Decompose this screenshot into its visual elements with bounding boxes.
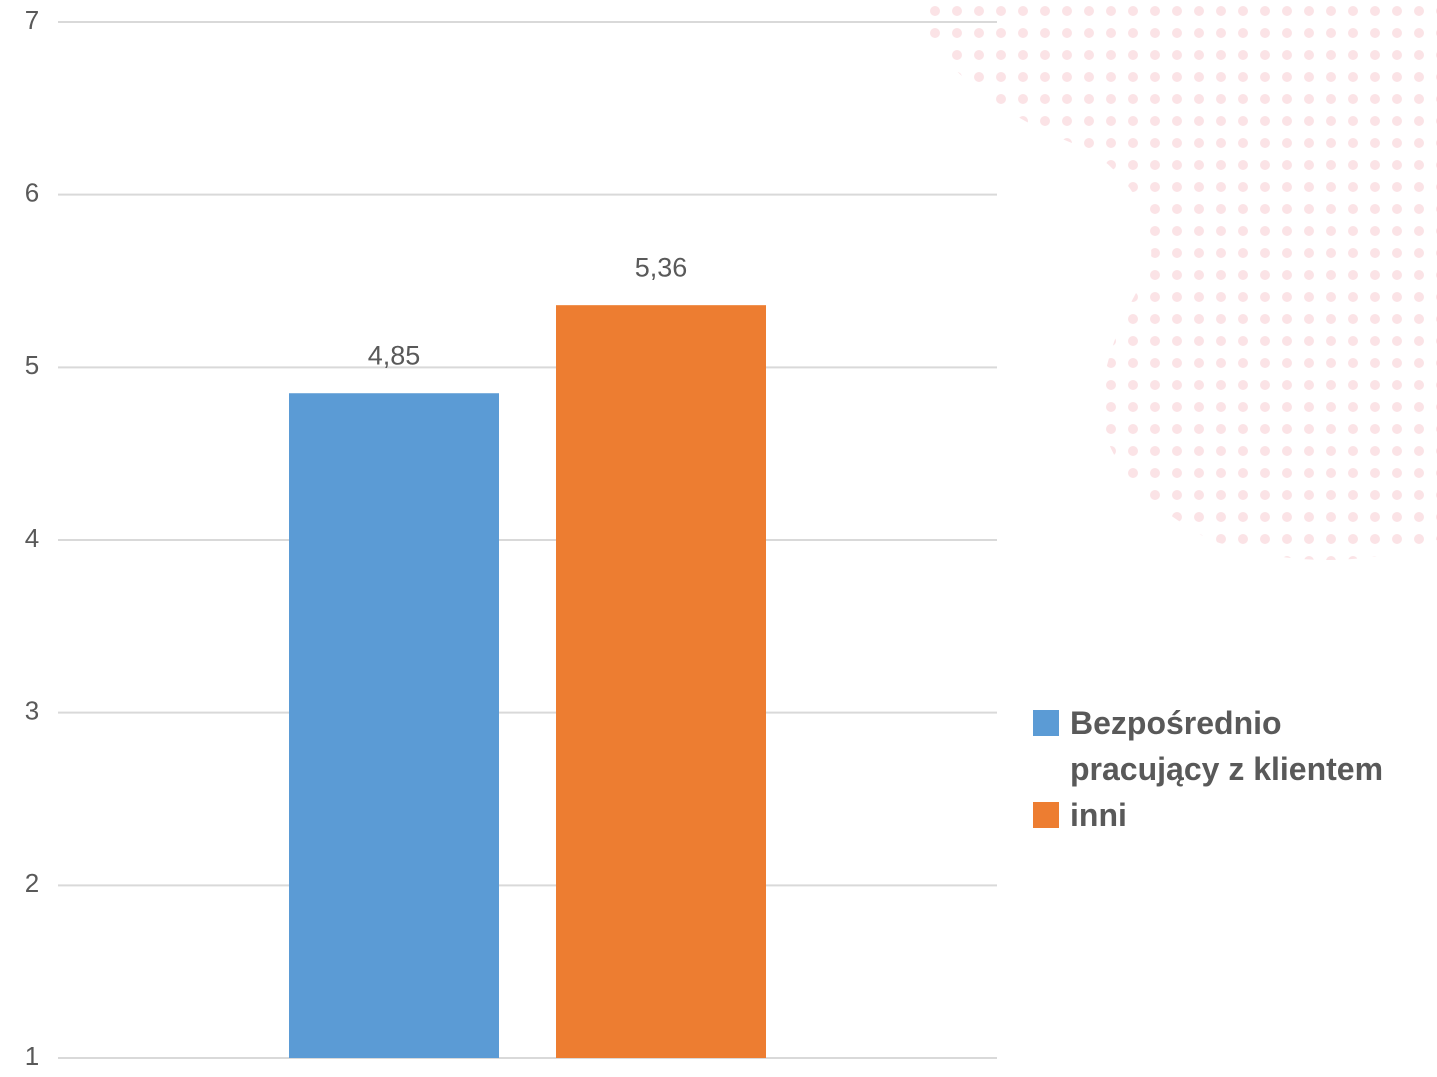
legend-swatch: [1033, 710, 1059, 736]
value-label: 4,85: [368, 340, 421, 370]
y-tick-label: 5: [25, 350, 39, 380]
y-tick-label: 6: [25, 178, 39, 208]
y-tick-label: 3: [25, 696, 39, 726]
bar: [289, 393, 499, 1058]
legend-swatch: [1033, 802, 1059, 828]
bar: [556, 305, 766, 1058]
value-label: 5,36: [635, 252, 688, 282]
legend-item: Bezpośrednio pracujący z klientem: [1033, 700, 1433, 792]
y-tick-label: 2: [25, 868, 39, 898]
y-tick-label: 1: [25, 1041, 39, 1071]
y-tick-label: 4: [25, 523, 39, 553]
decoration: [930, 0, 1437, 560]
legend-label: Bezpośrednio pracujący z klientem: [1070, 705, 1384, 787]
y-tick-label: 7: [25, 5, 39, 35]
legend-item: inni: [1033, 792, 1433, 838]
legend: Bezpośrednio pracujący z klientem inni: [1033, 700, 1433, 838]
legend-label: inni: [1070, 797, 1127, 833]
